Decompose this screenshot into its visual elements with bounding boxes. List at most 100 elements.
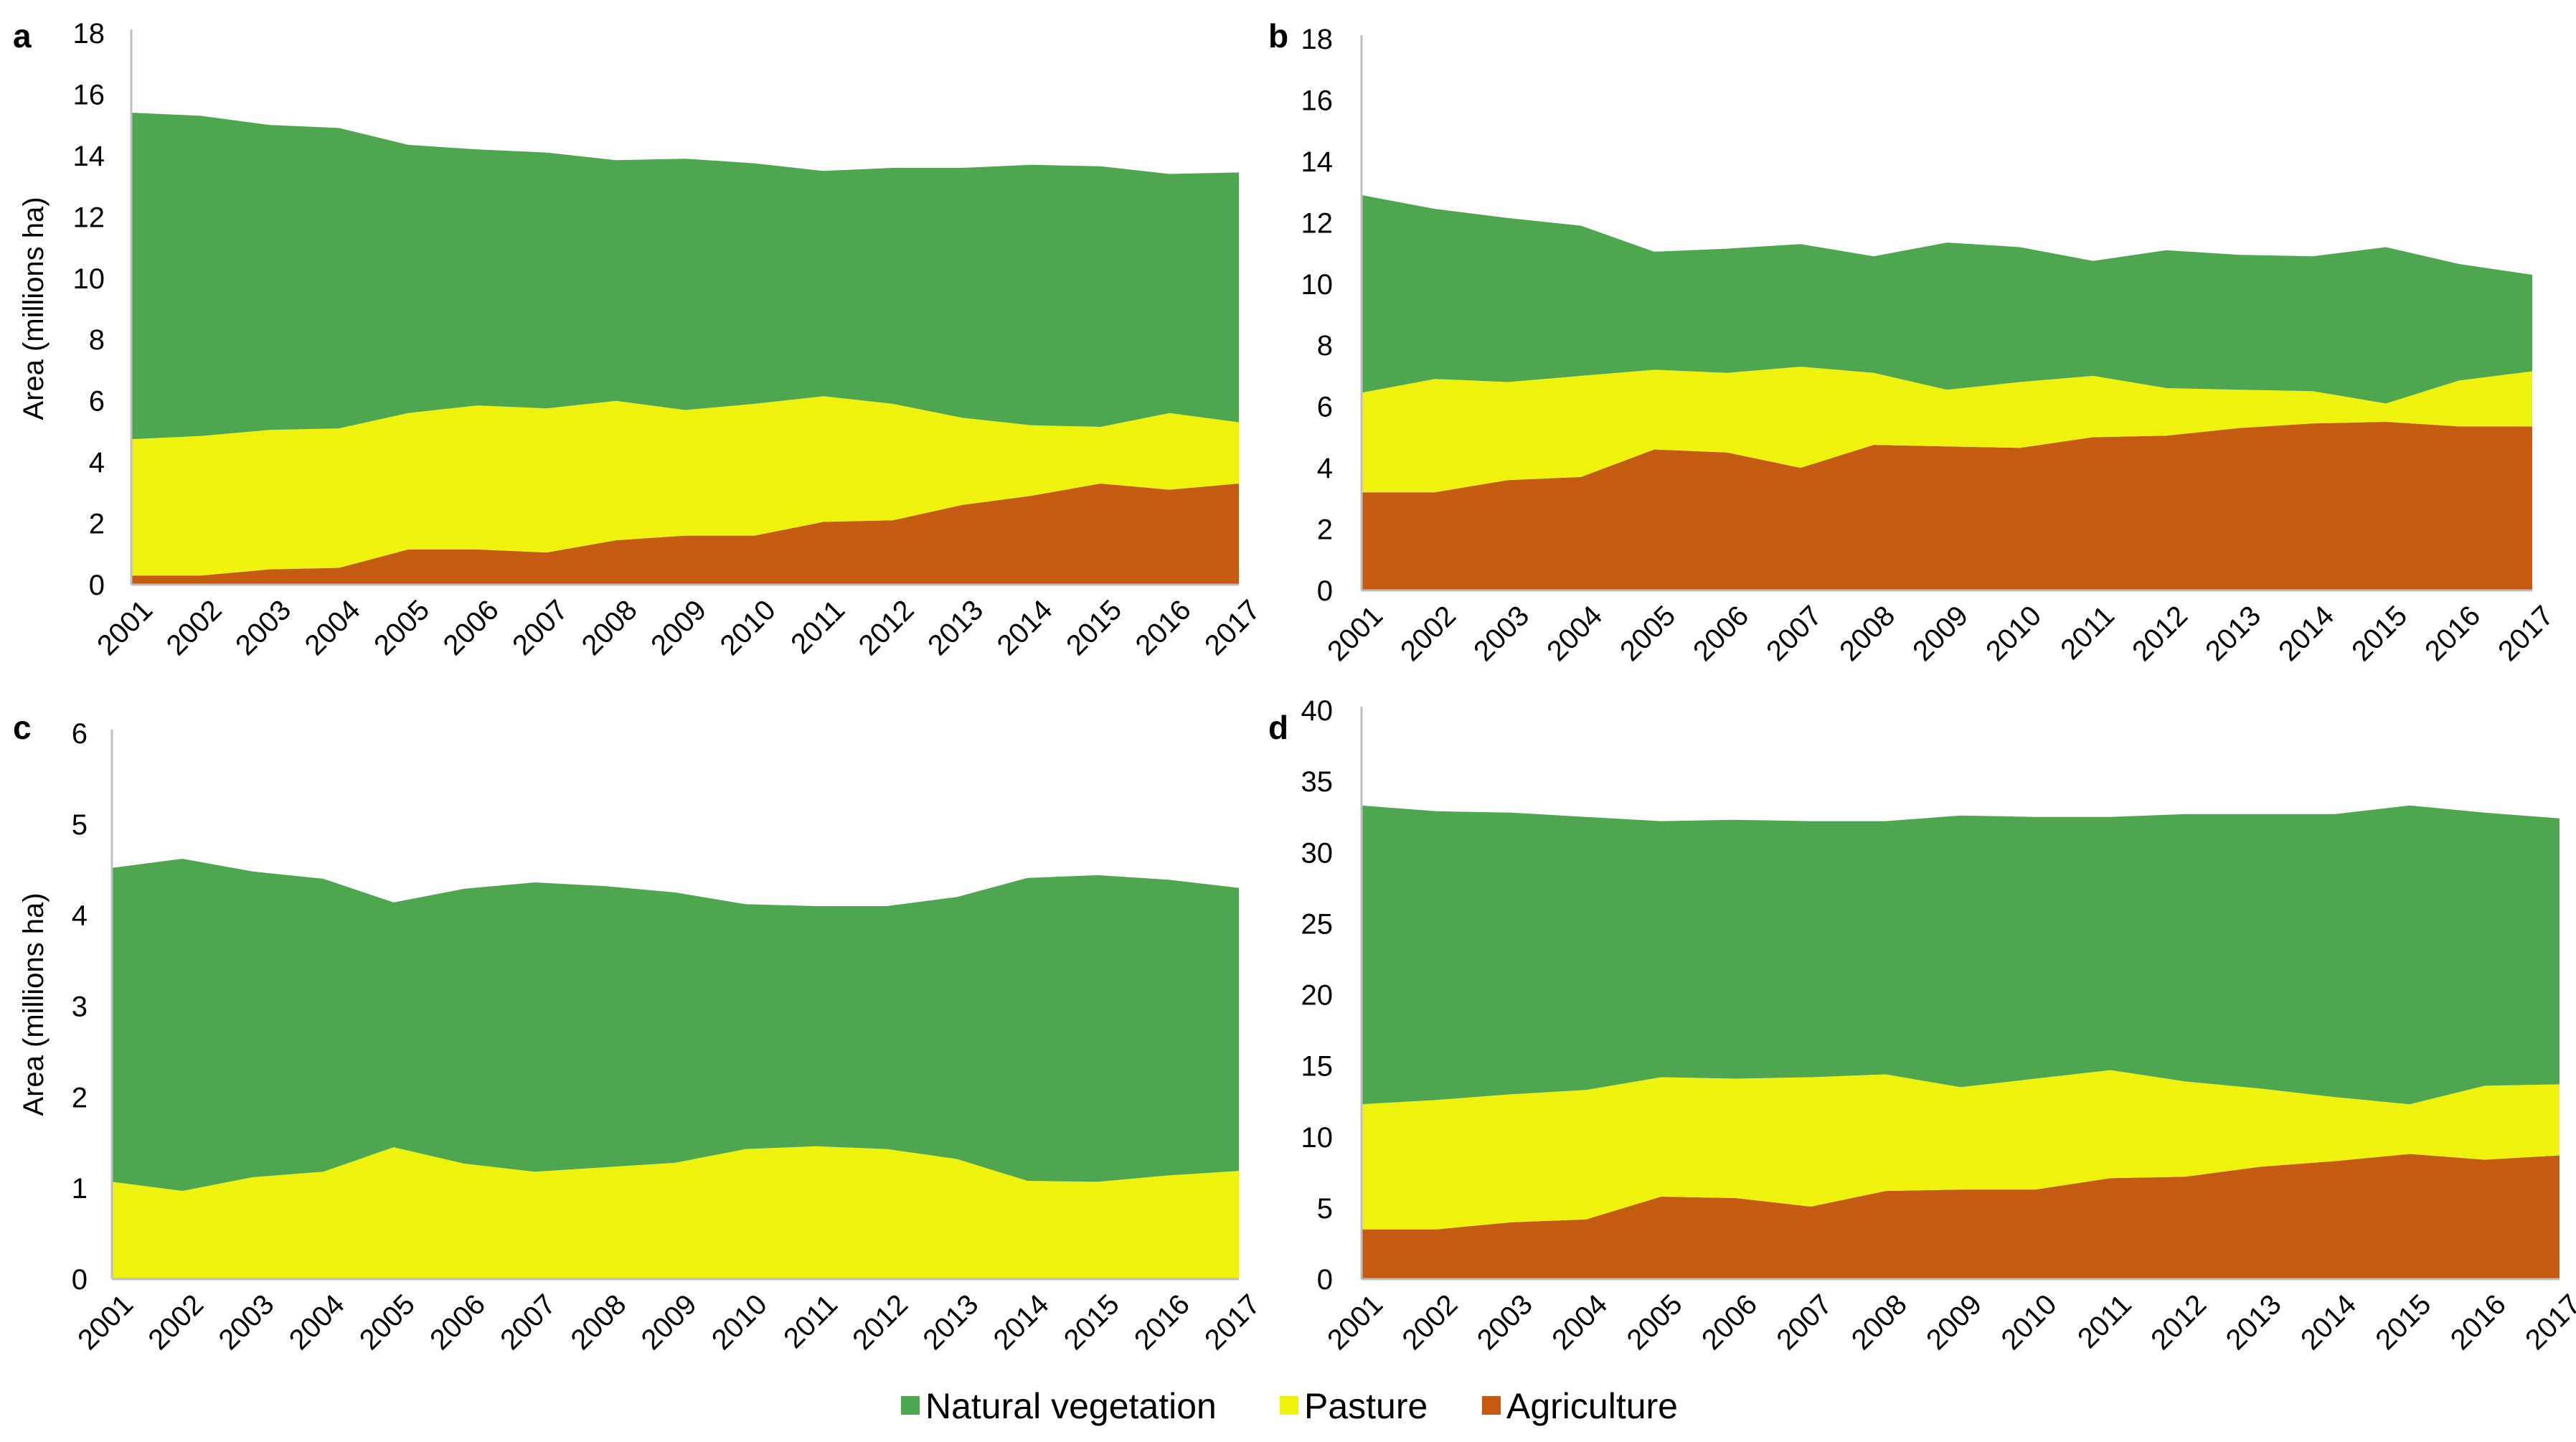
x-tick-label: 2007 [494,1288,562,1356]
x-tick-label: 2015 [1058,1288,1126,1356]
legend-swatch-natural [901,1396,920,1415]
y-tick-label: 18 [73,18,105,50]
x-tick-label: 2009 [1907,600,1974,667]
legend-label-pasture: Pasture [1304,1386,1428,1426]
x-tick-label: 2015 [2346,600,2413,667]
x-tick-label: 2016 [2419,600,2486,667]
area-natural-panel-b [1362,194,2532,404]
area-natural-panel-a [131,113,1239,440]
x-tick-label: 2010 [1980,600,2047,667]
x-tick-label: 2001 [1321,600,1389,667]
x-tick-label: 2008 [1846,1288,1913,1356]
y-tick-label: 20 [1301,980,1334,1012]
x-tick-label: 2001 [72,1288,139,1356]
y-tick-label: 0 [89,570,105,601]
x-tick-label: 2003 [1471,1288,1539,1356]
y-tick-label: 8 [89,324,105,356]
legend-label-agriculture: Agriculture [1506,1386,1678,1426]
x-tick-label: 2008 [576,594,643,661]
y-tick-label: 14 [1301,146,1334,178]
x-tick-label: 2005 [354,1288,421,1356]
y-tick-label: 12 [73,202,105,233]
y-tick-label: 8 [1317,330,1333,362]
x-tick-label: 2004 [1546,1288,1613,1356]
panel-letter: d [1268,709,1288,746]
area-agriculture-panel-b [1362,422,2532,590]
y-tick-label: 30 [1301,837,1334,869]
y-tick-label: 4 [89,447,105,479]
x-tick-label: 2005 [1621,1288,1689,1356]
x-tick-label: 2011 [2072,1288,2138,1354]
y-tick-label: 15 [1301,1051,1334,1083]
x-tick-label: 2012 [853,594,920,661]
y-tick-label: 4 [72,900,88,932]
y-tick-label: 0 [1317,1264,1333,1296]
x-tick-label: 2010 [1996,1288,2063,1356]
y-tick-label: 1 [72,1173,88,1205]
y-tick-label: 4 [1317,453,1333,484]
x-tick-label: 2015 [1060,594,1128,661]
y-axis-label: Area (millions ha) [18,197,49,420]
x-tick-label: 2002 [142,1288,209,1356]
x-tick-label: 2012 [2145,1288,2212,1356]
x-tick-label: 2006 [1687,600,1755,667]
x-tick-label: 2003 [1468,600,1535,667]
x-tick-label: 2013 [2220,1288,2288,1356]
x-tick-label: 2017 [1199,594,1266,661]
y-tick-label: 0 [1317,575,1333,607]
x-tick-label: 2008 [1834,600,1901,667]
x-tick-label: 2010 [714,594,782,661]
x-tick-label: 2010 [706,1288,773,1356]
x-tick-label: 2003 [230,594,297,661]
x-tick-label: 2011 [2054,600,2120,666]
area-pasture-panel-a [131,396,1239,576]
panel-letter: b [1268,17,1288,55]
x-tick-label: 2004 [1541,600,1608,667]
y-tick-label: 6 [72,718,88,750]
y-tick-label: 3 [72,991,88,1023]
x-tick-label: 2017 [2492,600,2560,667]
x-tick-label: 2009 [645,594,712,661]
x-tick-label: 2002 [1395,600,1462,667]
x-tick-label: 2013 [922,594,989,661]
y-tick-label: 16 [73,79,105,110]
area-pasture-panel-d [1362,1070,2560,1230]
legend-label-natural: Natural vegetation [925,1386,1217,1426]
x-tick-label: 2009 [636,1288,703,1356]
area-pasture-panel-c [112,1146,1239,1279]
x-tick-label: 2012 [846,1288,914,1356]
x-tick-label: 2001 [1321,1288,1389,1356]
area-natural-panel-d [1362,805,2560,1105]
y-tick-label: 16 [1301,85,1334,116]
x-tick-label: 2003 [213,1288,280,1356]
y-tick-label: 10 [1301,1122,1334,1154]
x-tick-label: 2017 [2519,1288,2576,1356]
legend-swatch-pasture [1280,1396,1298,1415]
x-tick-label: 2016 [2445,1288,2512,1356]
area-natural-panel-c [112,859,1239,1191]
x-tick-label: 2007 [506,594,574,661]
x-tick-label: 2006 [424,1288,491,1356]
x-tick-label: 2004 [283,1288,351,1356]
x-tick-label: 2009 [1920,1288,1988,1356]
x-tick-label: 2001 [91,594,159,661]
x-tick-label: 2002 [1397,1288,1464,1356]
x-tick-label: 2014 [988,1288,1055,1356]
legend-swatch-agriculture [1482,1396,1501,1415]
x-tick-label: 2014 [2273,600,2340,667]
y-tick-label: 10 [1301,269,1334,301]
legend: Natural vegetation Pasture Agriculture [901,1386,1678,1426]
x-tick-label: 2013 [2199,600,2267,667]
y-tick-label: 6 [1317,392,1333,423]
x-tick-label: 2014 [2295,1288,2362,1356]
x-tick-label: 2016 [1128,1288,1196,1356]
x-tick-label: 2015 [2369,1288,2437,1356]
y-tick-label: 14 [73,141,105,172]
area-agriculture-panel-a [131,484,1239,585]
x-tick-label: 2016 [1130,594,1197,661]
x-tick-label: 2006 [438,594,505,661]
